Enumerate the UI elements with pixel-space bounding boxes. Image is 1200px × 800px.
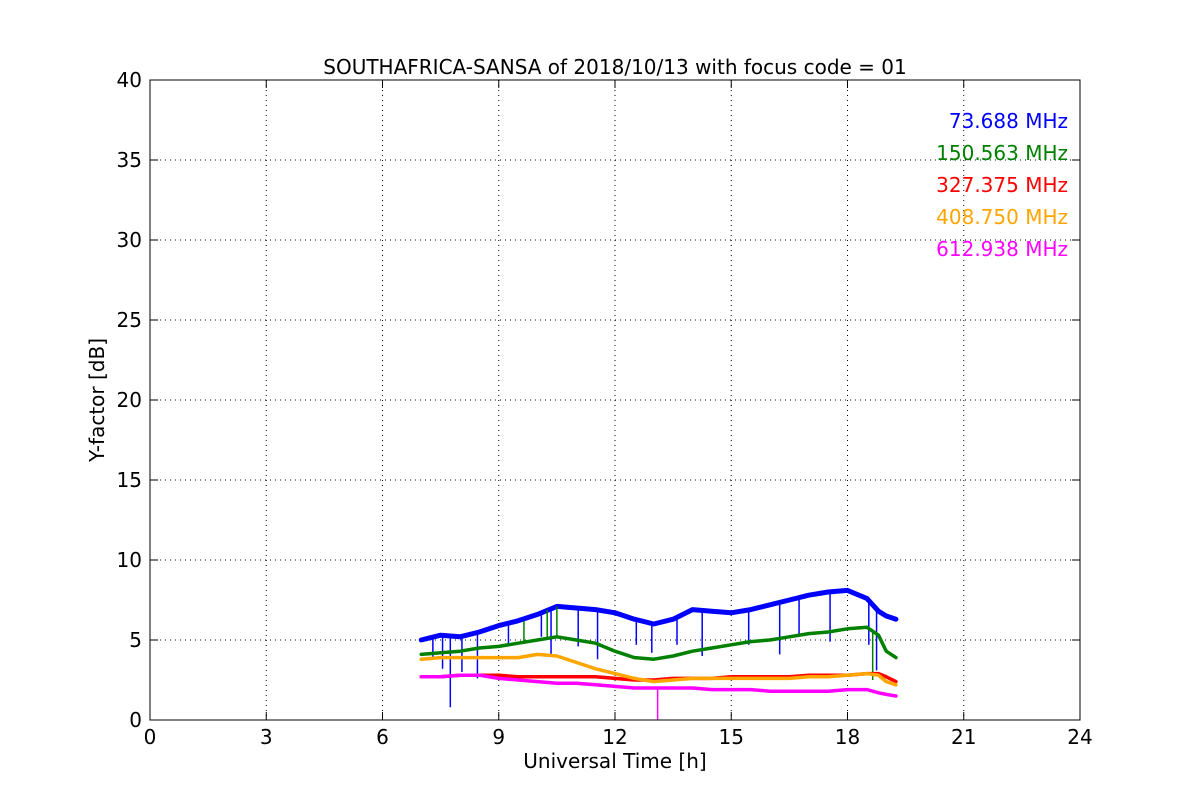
x-tick-label: 12 <box>602 725 627 749</box>
series-line <box>419 625 898 661</box>
x-axis-title: Universal Time [h] <box>523 749 706 773</box>
legend-entry: 408.750 MHz <box>936 205 1068 229</box>
grid <box>150 80 1080 720</box>
y-tick-label: 0 <box>129 708 142 732</box>
y-tick-label: 10 <box>117 548 142 572</box>
x-tick-label: 3 <box>260 725 273 749</box>
x-tick-label: 9 <box>492 725 505 749</box>
series-408-750-mhz <box>419 652 898 687</box>
series-line <box>418 587 899 643</box>
y-tick-label: 40 <box>117 68 142 92</box>
legend-entry: 73.688 MHz <box>949 109 1068 133</box>
legend-entry: 150.563 MHz <box>936 141 1068 165</box>
x-tick-label: 18 <box>835 725 860 749</box>
y-tick-label: 5 <box>129 628 142 652</box>
y-tick-label: 15 <box>117 468 142 492</box>
series-612-938-mhz <box>419 673 898 720</box>
y-tick-label: 30 <box>117 228 142 252</box>
chart-title: SOUTHAFRICA-SANSA of 2018/10/13 with foc… <box>323 55 907 79</box>
y-tick-label: 25 <box>117 308 142 332</box>
legend: 73.688 MHz 150.563 MHz 327.375 MHz 408.750 … <box>936 109 1068 261</box>
x-tick-label: 0 <box>144 725 157 749</box>
x-tick-label: 24 <box>1067 725 1092 749</box>
x-tick-label: 15 <box>719 725 744 749</box>
series-line <box>419 652 898 687</box>
series-line <box>419 673 898 698</box>
ticks: 0 3 6 9 12 15 18 21 24 0 5 10 15 20 25 30 35 40 <box>117 68 1093 749</box>
x-tick-label: 21 <box>951 725 976 749</box>
legend-entry: 327.375 MHz <box>936 173 1068 197</box>
plot-series <box>418 587 899 720</box>
y-axis-title: Y-factor [dB] <box>85 338 109 463</box>
y-tick-label: 20 <box>117 388 142 412</box>
legend-entry: 612.938 MHz <box>936 237 1068 261</box>
y-tick-label: 35 <box>117 148 142 172</box>
x-tick-label: 6 <box>376 725 389 749</box>
